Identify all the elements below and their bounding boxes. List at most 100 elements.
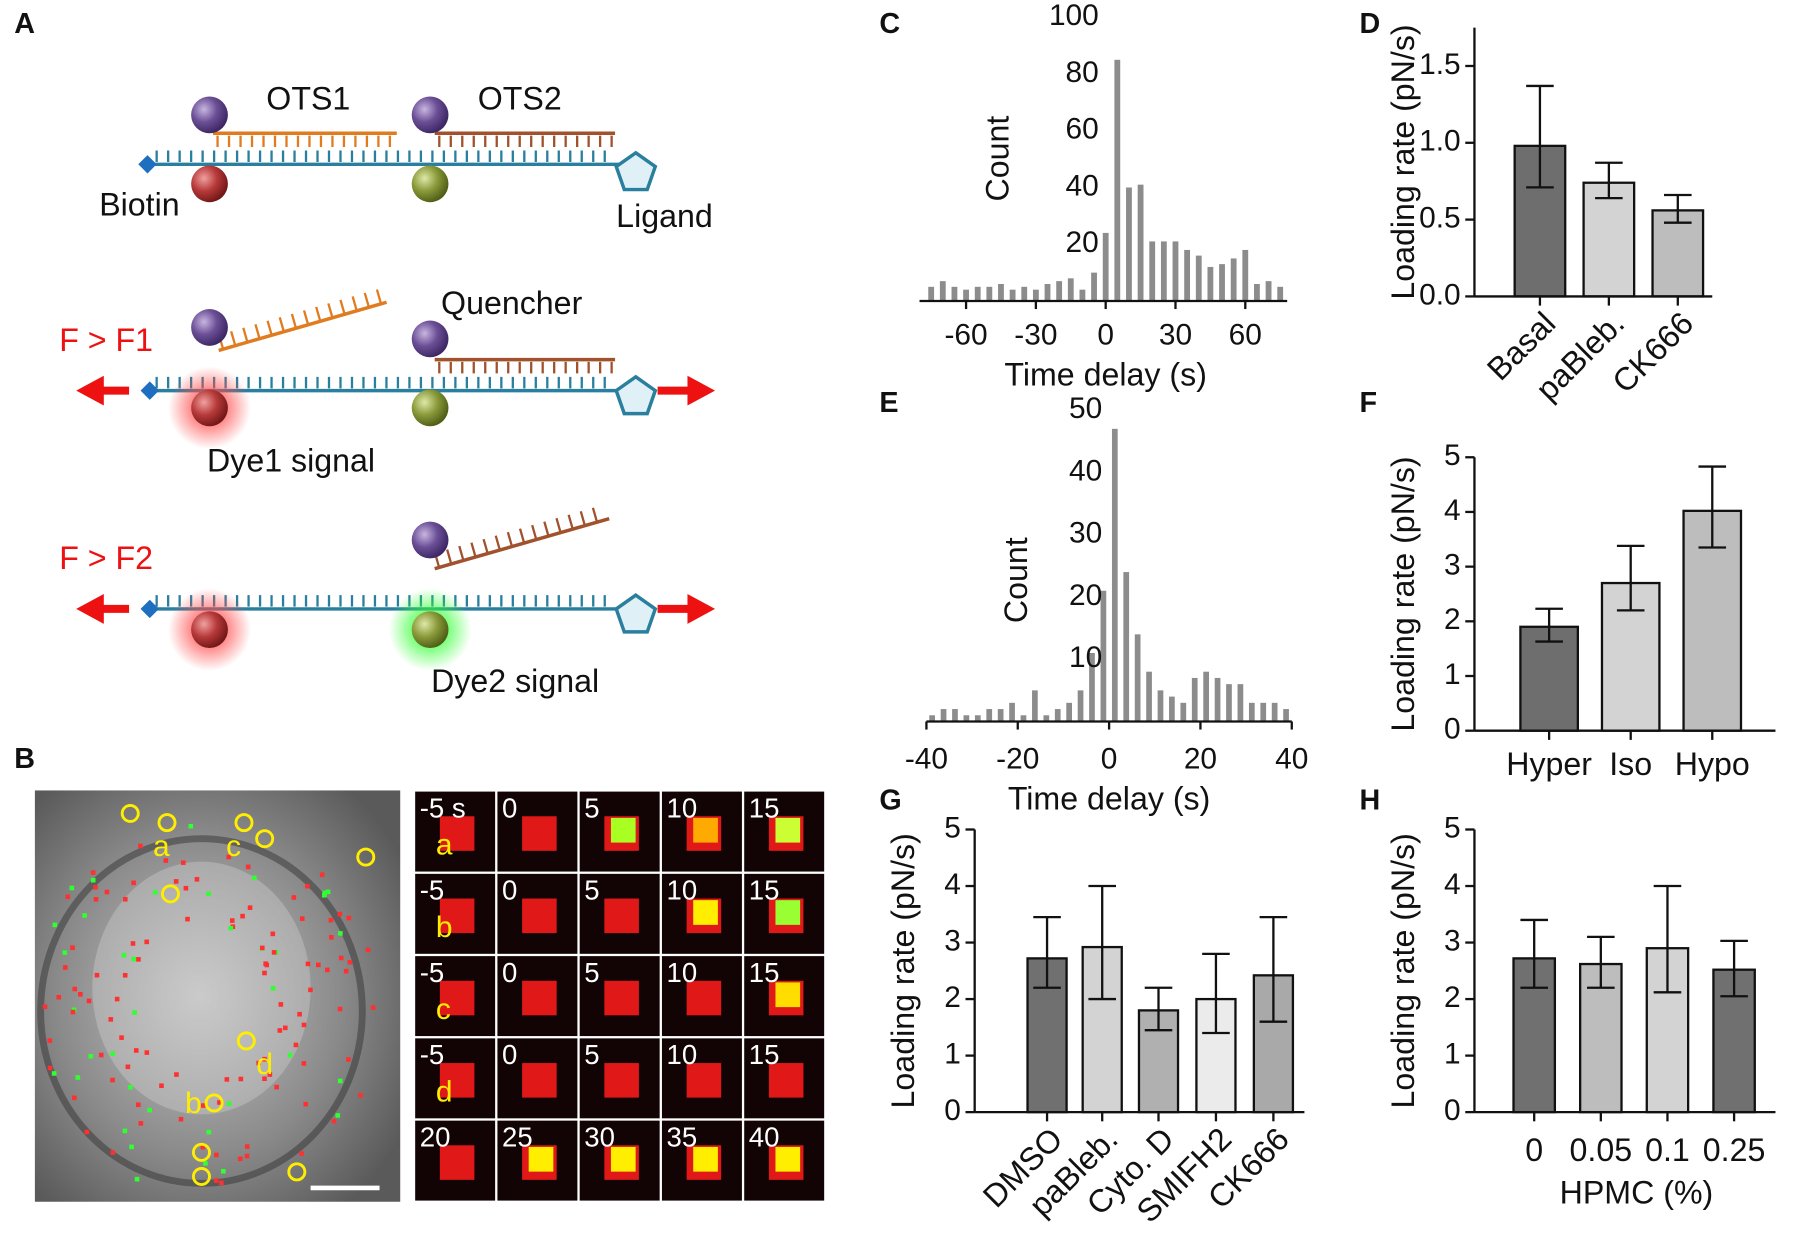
fluorescent-spot — [358, 1092, 363, 1098]
fluorescent-spot — [337, 1006, 343, 1012]
tile-time: 5 — [584, 957, 599, 988]
fluorescent-spot — [338, 955, 344, 961]
tile-time: 10 — [667, 875, 698, 906]
spot-marker — [287, 1162, 307, 1182]
y-tick-label: 1 — [944, 1037, 961, 1070]
fluorescent-spot — [319, 872, 325, 877]
fluorescent-spot — [98, 1052, 104, 1058]
fluorescent-spot — [287, 1052, 293, 1058]
fluorescent-spot — [62, 950, 68, 955]
tile-time: 0 — [502, 792, 517, 823]
y-tick-label: 40 — [1069, 454, 1102, 487]
histogram-bar — [1265, 281, 1272, 302]
tile-time: 5 — [584, 875, 599, 906]
spot-label: c — [226, 830, 241, 863]
histogram-bar — [1248, 702, 1255, 722]
tile-time: 30 — [584, 1121, 615, 1152]
ots2-strand — [433, 504, 610, 571]
ligand-marker — [614, 374, 658, 416]
red-spot — [439, 898, 475, 934]
fluorescent-spot — [293, 1042, 299, 1048]
quencher-sphere — [411, 96, 449, 134]
panel-label: H — [1360, 785, 1381, 817]
histogram-bar — [1169, 696, 1175, 722]
fluorescent-spot — [93, 884, 98, 890]
fluorescent-spot — [138, 1121, 144, 1126]
histogram-bar — [1271, 702, 1278, 722]
y-tick-label: 20 — [1069, 579, 1102, 612]
y-tick-label: 30 — [1069, 517, 1102, 550]
y-tick-label: 10 — [1069, 641, 1102, 674]
colocalized-spot — [693, 1146, 718, 1172]
micrograph: a c d b — [34, 790, 401, 1202]
red-spot — [768, 1063, 804, 1098]
tile-time: 15 — [749, 1039, 780, 1070]
y-tick-label: 4 — [944, 868, 961, 901]
fluorescent-spot — [219, 1180, 224, 1186]
y-tick-label: 3 — [1444, 549, 1461, 582]
tile-letter: b — [436, 911, 453, 944]
tile-time: 0 — [502, 1039, 517, 1070]
y-tick-label: 40 — [1066, 169, 1099, 202]
fluorescent-spot — [271, 950, 277, 955]
histogram-bar — [1191, 677, 1198, 722]
fluorescent-spot — [94, 972, 100, 978]
fluorescent-spot — [144, 1050, 150, 1055]
panel-label: A — [14, 8, 35, 40]
fluorescent-spot — [47, 1038, 53, 1043]
fluorescent-spot — [125, 1064, 131, 1070]
histogram-bar — [1054, 709, 1061, 722]
ligand-marker — [614, 150, 658, 192]
fluorescent-spot — [200, 1144, 206, 1150]
fluorescent-spot — [346, 915, 352, 921]
fluorescent-spot — [133, 1048, 139, 1053]
fluorescent-spot — [301, 1061, 307, 1066]
fluorescent-spot — [291, 895, 297, 900]
y-tick-label: 100 — [1049, 0, 1099, 32]
tile-time: 10 — [667, 957, 698, 988]
fluorescent-spot — [128, 1084, 133, 1090]
fluorescent-spot — [153, 889, 158, 895]
fluorescent-spot — [213, 1178, 219, 1183]
histogram-bar — [1207, 266, 1214, 302]
fluorescent-spot — [70, 945, 75, 950]
tile-time: 25 — [502, 1121, 533, 1152]
y-tick-label: 5 — [944, 811, 961, 844]
spot-marker — [356, 847, 376, 867]
spot-marker — [160, 884, 180, 904]
fluorescent-spot — [200, 1103, 206, 1108]
x-tick-label: 0.05 — [1570, 1132, 1633, 1168]
fluorescent-spot — [262, 1056, 267, 1062]
y-tick-label: 4 — [1444, 494, 1461, 527]
cell-image — [34, 790, 401, 1202]
colocalized-spot — [775, 817, 801, 843]
histogram-bar — [1111, 428, 1118, 722]
y-axis-label: Loading rate (pN/s) — [1385, 24, 1421, 299]
fluorescent-spot — [240, 913, 245, 919]
x-tick-label: 40 — [1275, 742, 1308, 775]
fluorescent-spot — [123, 896, 128, 902]
histogram-bar — [928, 286, 935, 302]
fluorescent-spot — [90, 870, 96, 875]
fluorescent-spot — [188, 823, 194, 829]
red-spot — [439, 1145, 475, 1180]
y-tick-label: 2 — [1444, 981, 1461, 1014]
label: Ligand — [616, 198, 713, 234]
quencher-sphere — [411, 320, 449, 358]
y-tick-label: 60 — [1066, 113, 1099, 146]
histogram-bar — [1260, 702, 1267, 722]
fluorescent-spot — [110, 1051, 115, 1057]
histogram-bar — [1254, 283, 1260, 302]
ligand-marker — [614, 593, 658, 634]
spot-marker — [157, 813, 177, 833]
tile-grid: -5 s 0 5 10 15 -5 0 5 10 15 -5 0 5 10 15 -5 0 5 10 15 20 25 30… — [414, 790, 826, 1202]
colocalized-spot — [693, 817, 718, 843]
fluorescent-spot — [247, 905, 253, 910]
spot-label: d — [256, 1048, 273, 1081]
fluorescent-spot — [335, 1113, 341, 1118]
fluorescent-spot — [130, 941, 136, 946]
histogram-bar — [1066, 702, 1072, 722]
force-arrow — [76, 375, 104, 406]
fluorescent-spot — [299, 1151, 304, 1156]
quencher-sphere — [191, 96, 228, 134]
